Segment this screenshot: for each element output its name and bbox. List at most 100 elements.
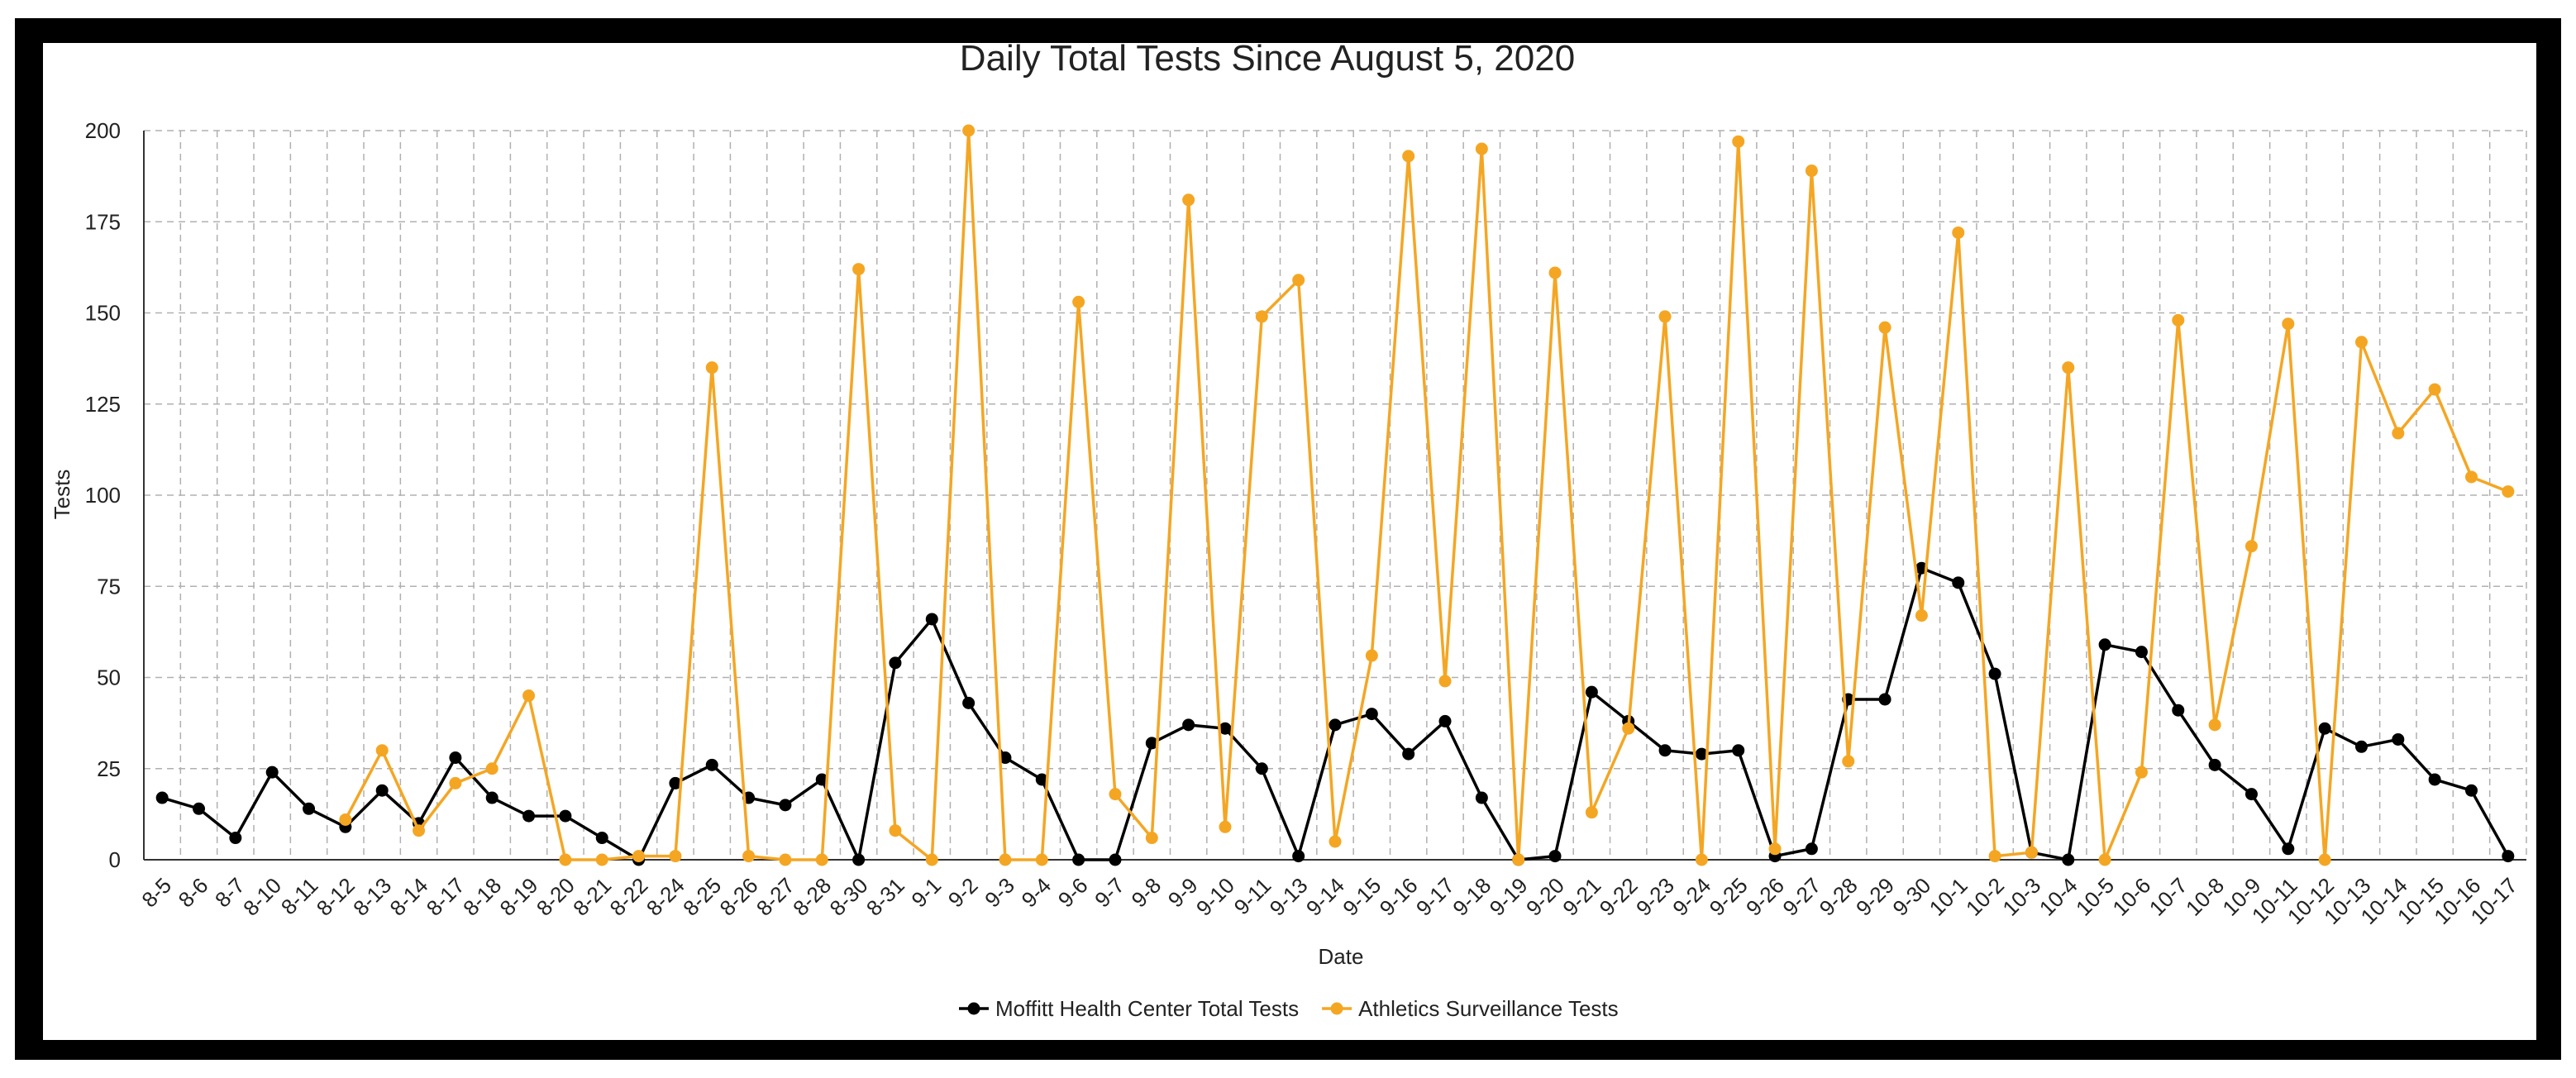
x-tick-label: 9-3	[980, 873, 1019, 913]
data-point	[1365, 708, 1378, 721]
y-tick-label: 125	[85, 392, 121, 417]
x-tick-label: 8-13	[348, 873, 396, 921]
x-tick-label: 8-6	[174, 873, 213, 913]
data-point	[2392, 732, 2405, 746]
data-point	[742, 850, 756, 863]
data-point	[962, 124, 976, 137]
x-tick-label: 9-10	[1191, 873, 1239, 921]
data-point	[632, 850, 646, 863]
data-point	[449, 776, 462, 789]
y-tick-labels: 0 25 50 75 100 125 150 175 200	[85, 118, 121, 872]
data-point	[1512, 853, 1525, 866]
data-point	[522, 809, 536, 823]
y-tick-label: 150	[85, 301, 121, 326]
data-point	[2244, 540, 2258, 553]
data-point	[1768, 842, 1782, 856]
data-point	[1952, 226, 1965, 239]
x-tick-label: 9-8	[1126, 873, 1166, 913]
data-point	[669, 850, 682, 863]
data-point	[595, 832, 608, 845]
x-tick-label: 9-20	[1521, 873, 1569, 921]
x-tick-label: 8-12	[312, 873, 360, 921]
data-point	[1072, 295, 1085, 308]
data-point	[339, 813, 352, 826]
data-point	[1915, 609, 1928, 622]
data-point	[1292, 274, 1305, 287]
data-point	[485, 791, 499, 804]
data-point	[1732, 744, 1745, 757]
x-tick-label: 8-20	[532, 873, 580, 921]
x-tick-label: 8-30	[825, 873, 873, 921]
data-point	[559, 853, 572, 866]
data-point	[1585, 685, 1598, 699]
data-point	[1585, 806, 1598, 819]
x-tick-label: 9-30	[1887, 873, 1935, 921]
data-point	[265, 766, 279, 779]
data-point	[1695, 853, 1708, 866]
x-tick-label: 9-2	[943, 873, 983, 913]
data-point	[522, 689, 536, 703]
data-point	[1329, 718, 1342, 732]
data-point	[1842, 755, 1855, 768]
data-point	[1438, 714, 1452, 727]
x-tick-label: 8-10	[238, 873, 286, 921]
data-point	[1438, 675, 1452, 688]
data-point	[375, 784, 389, 797]
x-tick-labels: 8-58-68-78-108-118-128-138-148-178-188-1…	[136, 873, 2521, 929]
data-point	[1365, 649, 1378, 662]
chart-panel	[43, 43, 2536, 1040]
y-tick-label: 0	[109, 847, 121, 872]
data-point	[2354, 336, 2368, 349]
data-point	[2318, 853, 2331, 866]
legend-marker	[1330, 1002, 1343, 1015]
x-tick-label: 8-14	[384, 873, 432, 921]
data-point	[1109, 788, 1122, 801]
x-tick-label: 9-14	[1301, 873, 1349, 921]
y-tick-label: 25	[97, 756, 121, 781]
legend: Moffitt Health Center Total Tests Athleti…	[959, 996, 1619, 1021]
x-tick-label: 8-22	[605, 873, 653, 921]
data-point	[2464, 784, 2478, 797]
y-tick-label: 175	[85, 209, 121, 234]
data-point	[1219, 722, 1232, 735]
data-point	[1695, 747, 1708, 761]
data-point	[815, 773, 828, 786]
data-point	[559, 809, 572, 823]
data-point	[1219, 820, 1232, 833]
x-tick-label: 9-22	[1595, 873, 1643, 921]
data-point	[2428, 383, 2441, 396]
axes	[143, 131, 2526, 861]
grid-lines	[143, 130, 2527, 860]
x-tick-label: 8-24	[642, 873, 689, 921]
x-tick-label: 10-1	[1925, 873, 1973, 921]
data-point	[2098, 638, 2111, 651]
x-tick-label: 9-25	[1705, 873, 1753, 921]
data-point	[2464, 470, 2478, 484]
data-point	[2244, 788, 2258, 801]
data-point	[1182, 193, 1195, 207]
data-point	[1658, 744, 1672, 757]
x-tick-label: 8-21	[568, 873, 616, 921]
data-point	[889, 824, 902, 837]
data-point	[1732, 135, 1745, 148]
data-point	[999, 853, 1012, 866]
x-tick-label: 10-7	[2144, 873, 2192, 921]
data-point	[485, 762, 499, 775]
data-point	[2282, 842, 2295, 856]
data-point	[2502, 485, 2515, 498]
data-point	[925, 613, 938, 626]
data-point	[155, 791, 169, 804]
data-point	[1255, 310, 1268, 323]
legend-label: Moffitt Health Center Total Tests	[995, 996, 1299, 1021]
x-tick-label: 9-29	[1851, 873, 1899, 921]
data-point	[2172, 704, 2185, 717]
x-tick-label: 9-28	[1815, 873, 1863, 921]
data-point	[1952, 576, 1965, 589]
data-point	[1109, 853, 1122, 866]
data-point	[1292, 850, 1305, 863]
data-point	[2135, 646, 2148, 659]
series-group	[155, 124, 2515, 866]
x-tick-label: 10-2	[1961, 873, 2009, 921]
data-point	[595, 853, 608, 866]
data-point	[1475, 791, 1488, 804]
